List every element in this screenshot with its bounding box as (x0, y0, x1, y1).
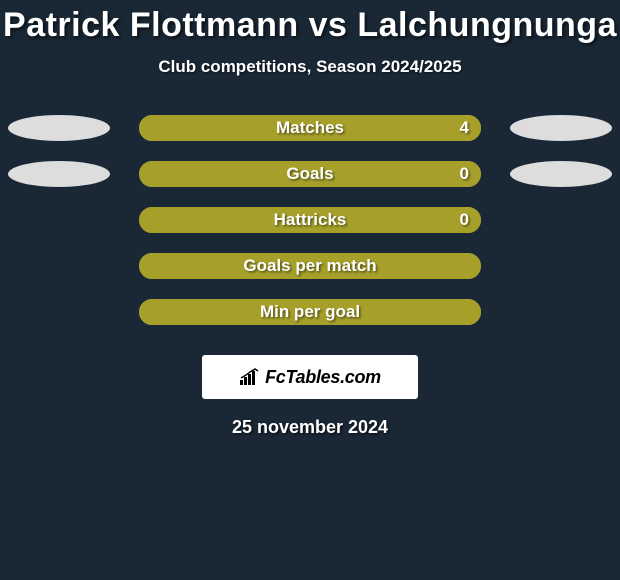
stat-row: Hattricks 0 (0, 205, 620, 251)
stat-value: 0 (460, 161, 469, 187)
stat-label: Goals (286, 164, 333, 184)
logo-text: FcTables.com (265, 367, 381, 388)
main-container: Patrick Flottmann vs Lalchungnunga Club … (0, 0, 620, 438)
stat-row: Goals 0 (0, 159, 620, 205)
player-ellipse-left (8, 161, 110, 187)
stat-label: Goals per match (243, 256, 376, 276)
stat-label: Matches (276, 118, 344, 138)
stat-row: Min per goal (0, 297, 620, 343)
page-title: Patrick Flottmann vs Lalchungnunga (0, 6, 620, 45)
stat-value: 4 (460, 115, 469, 141)
stat-value: 0 (460, 207, 469, 233)
stat-bar: Goals per match (139, 253, 481, 279)
stat-row: Goals per match (0, 251, 620, 297)
player-ellipse-left (8, 115, 110, 141)
stat-rows: Matches 4 Goals 0 Hattricks 0 Goals per match M… (0, 113, 620, 343)
date-label: 25 november 2024 (0, 417, 620, 438)
logo-inner: FcTables.com (239, 367, 381, 388)
stat-bar: Goals 0 (139, 161, 481, 187)
stat-bar: Hattricks 0 (139, 207, 481, 233)
subtitle: Club competitions, Season 2024/2025 (0, 57, 620, 77)
stat-label: Hattricks (274, 210, 347, 230)
stat-bar: Min per goal (139, 299, 481, 325)
stat-label: Min per goal (260, 302, 360, 322)
stat-bar: Matches 4 (139, 115, 481, 141)
logo-box[interactable]: FcTables.com (202, 355, 418, 399)
player-ellipse-right (510, 161, 612, 187)
stat-row: Matches 4 (0, 113, 620, 159)
bar-chart-icon (239, 368, 261, 386)
player-ellipse-right (510, 115, 612, 141)
